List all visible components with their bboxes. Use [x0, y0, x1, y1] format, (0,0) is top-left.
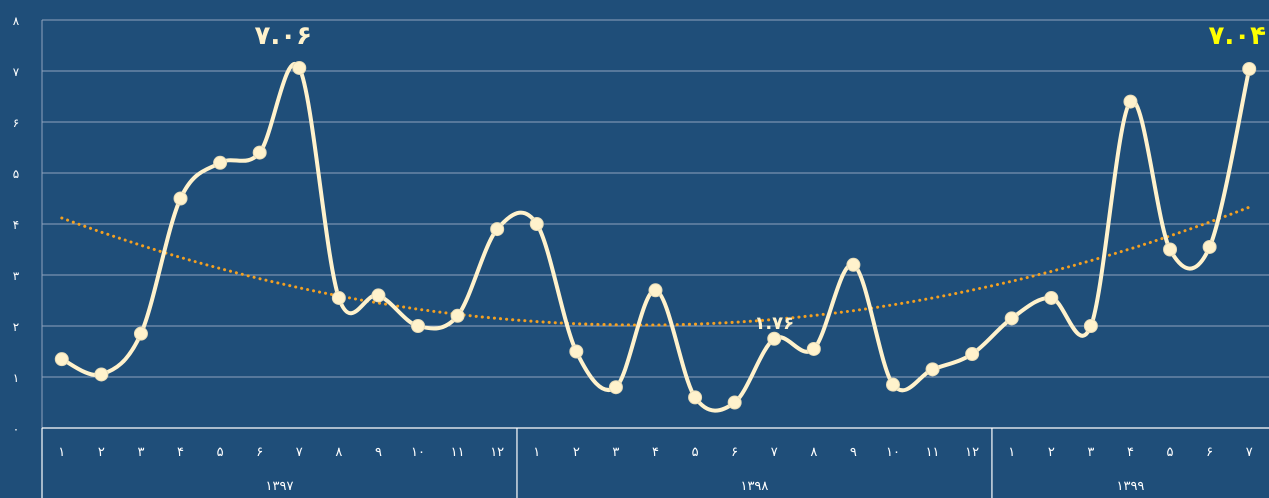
- data-point: [608, 380, 623, 395]
- x-tick-label: ۱: [1008, 445, 1015, 460]
- value-annotation: ۷.۰۴: [1209, 21, 1266, 51]
- y-tick-label: ۴: [13, 218, 19, 232]
- value-annotation: ۷.۰۶: [255, 21, 312, 51]
- data-point: [411, 319, 426, 333]
- x-tick-label: ۶: [256, 445, 263, 460]
- gridlines: [41, 19, 1269, 428]
- data-point: [1163, 242, 1178, 257]
- data-point: [846, 257, 861, 272]
- x-tick-label: ۵: [1167, 445, 1174, 460]
- x-tick-label: ۹: [375, 445, 382, 460]
- x-tick-label: ۱: [533, 445, 540, 460]
- data-point: [1123, 94, 1138, 109]
- x-tick-label: ۳: [1087, 445, 1094, 460]
- x-tick-label: ۷: [296, 445, 303, 460]
- y-tick-label: ۱: [13, 371, 19, 385]
- x-tick-label: ۴: [1127, 445, 1134, 460]
- x-tick-label: ۱۰: [886, 445, 900, 460]
- data-point: [450, 308, 465, 323]
- data-point: [1202, 239, 1217, 254]
- y-tick-label: ۲: [13, 320, 19, 334]
- x-tick-label: ۱۱: [926, 445, 940, 460]
- data-point: [569, 344, 584, 359]
- x-tick-label: ۷: [771, 445, 778, 460]
- x-tick-label: ۶: [1206, 445, 1213, 460]
- y-tick-label: ۳: [13, 269, 20, 283]
- data-point: [925, 362, 940, 377]
- data-point: [490, 222, 505, 237]
- data-series: [54, 60, 1257, 413]
- data-point: [767, 331, 782, 346]
- x-tick-label: ۹: [850, 445, 857, 460]
- data-point: [727, 395, 742, 410]
- y-tick-label: ۸: [13, 14, 20, 28]
- data-point: [529, 217, 544, 231]
- x-tick-label: ۸: [810, 445, 817, 460]
- data-point: [648, 283, 663, 298]
- data-point: [1242, 61, 1257, 76]
- data-point: [54, 352, 69, 367]
- x-tick-label: ۸: [335, 445, 342, 460]
- data-point: [252, 145, 267, 160]
- data-point: [806, 341, 821, 356]
- annotations: ۷.۰۶ ۱.۷۶ ۷.۰۴: [255, 21, 1266, 334]
- data-point: [688, 390, 703, 405]
- x-tick-label: ۲: [573, 445, 580, 460]
- x-tick-label: ۱: [58, 445, 65, 460]
- x-tick-label: ۱۱: [451, 445, 465, 460]
- data-point: [331, 290, 346, 305]
- y-tick-label: ۰: [13, 422, 19, 436]
- y-tick-label: ۶: [13, 116, 19, 130]
- data-point: [1044, 290, 1059, 305]
- data-point: [965, 347, 980, 362]
- y-axis-labels: ۰ ۱ ۲ ۳ ۴ ۵ ۶ ۷ ۸: [13, 14, 20, 436]
- year-group-label: ۱۳۹۸: [740, 479, 768, 494]
- data-point: [1083, 319, 1098, 333]
- data-point: [1004, 311, 1019, 326]
- x-tick-label: ۷: [1246, 445, 1253, 460]
- trendline-path: [60, 205, 1251, 327]
- x-tick-label: ۴: [652, 445, 659, 460]
- value-annotation: ۱.۷۶: [754, 313, 794, 334]
- data-point: [133, 326, 148, 341]
- x-tick-label: ۱۰: [411, 445, 425, 460]
- y-tick-label: ۷: [13, 65, 20, 79]
- x-tick-label: ۶: [731, 445, 738, 460]
- year-group-label: ۱۳۹۷: [266, 479, 294, 494]
- trendline: [60, 205, 1251, 327]
- data-point: [94, 367, 109, 382]
- x-tick-label: ۵: [692, 445, 699, 460]
- x-tick-label: ۳: [137, 445, 144, 460]
- data-point: [885, 377, 900, 392]
- x-tick-label: ۳: [612, 445, 619, 460]
- x-tick-label: ۱۲: [490, 445, 504, 460]
- x-tick-label: ۴: [177, 445, 184, 460]
- y-tick-label: ۵: [13, 167, 19, 181]
- year-group-label: ۱۳۹۹: [1116, 479, 1144, 494]
- data-point: [371, 288, 386, 303]
- x-tick-label: ۲: [98, 445, 105, 460]
- x-tick-label: ۲: [1048, 445, 1055, 460]
- x-tick-label: ۵: [217, 445, 224, 460]
- data-point: [292, 60, 307, 75]
- data-point: [173, 191, 188, 206]
- data-point: [213, 155, 228, 170]
- x-tick-label: ۱۲: [965, 445, 979, 460]
